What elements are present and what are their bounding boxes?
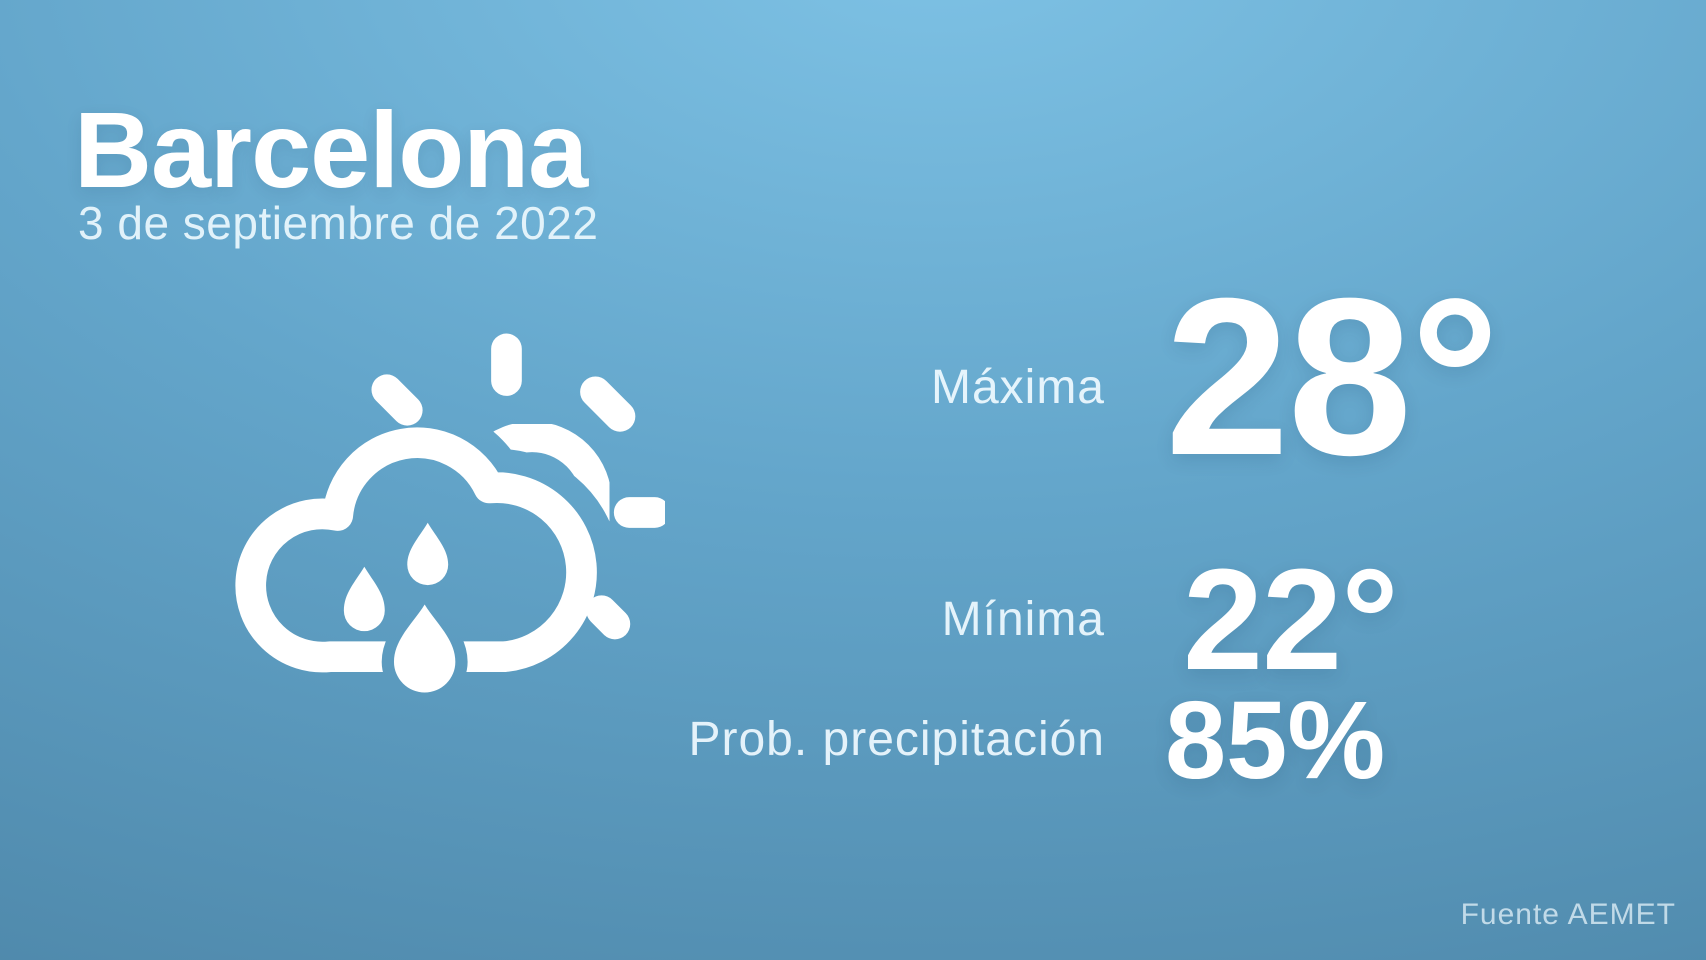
sun-behind-rain-cloud-icon xyxy=(215,285,665,695)
maxima-value: 28° xyxy=(1165,252,1500,503)
metric-row-precipitation: Prob. precipitación 85% xyxy=(0,665,1706,815)
precipitation-value: 85% xyxy=(1165,678,1386,802)
source-attribution: Fuente AEMET xyxy=(1460,898,1676,931)
page-title: Barcelona xyxy=(74,89,588,210)
maxima-label: Máxima xyxy=(930,361,1105,414)
minima-label: Mínima xyxy=(941,593,1105,646)
date-subtitle: 3 de septiembre de 2022 xyxy=(78,197,599,249)
precipitation-label: Prob. precipitación xyxy=(688,713,1105,766)
metric-row-minima: Mínima 22° xyxy=(0,520,1706,720)
minima-value: 22° xyxy=(1183,539,1399,701)
metric-row-maxima: Máxima 28° xyxy=(0,252,1706,503)
